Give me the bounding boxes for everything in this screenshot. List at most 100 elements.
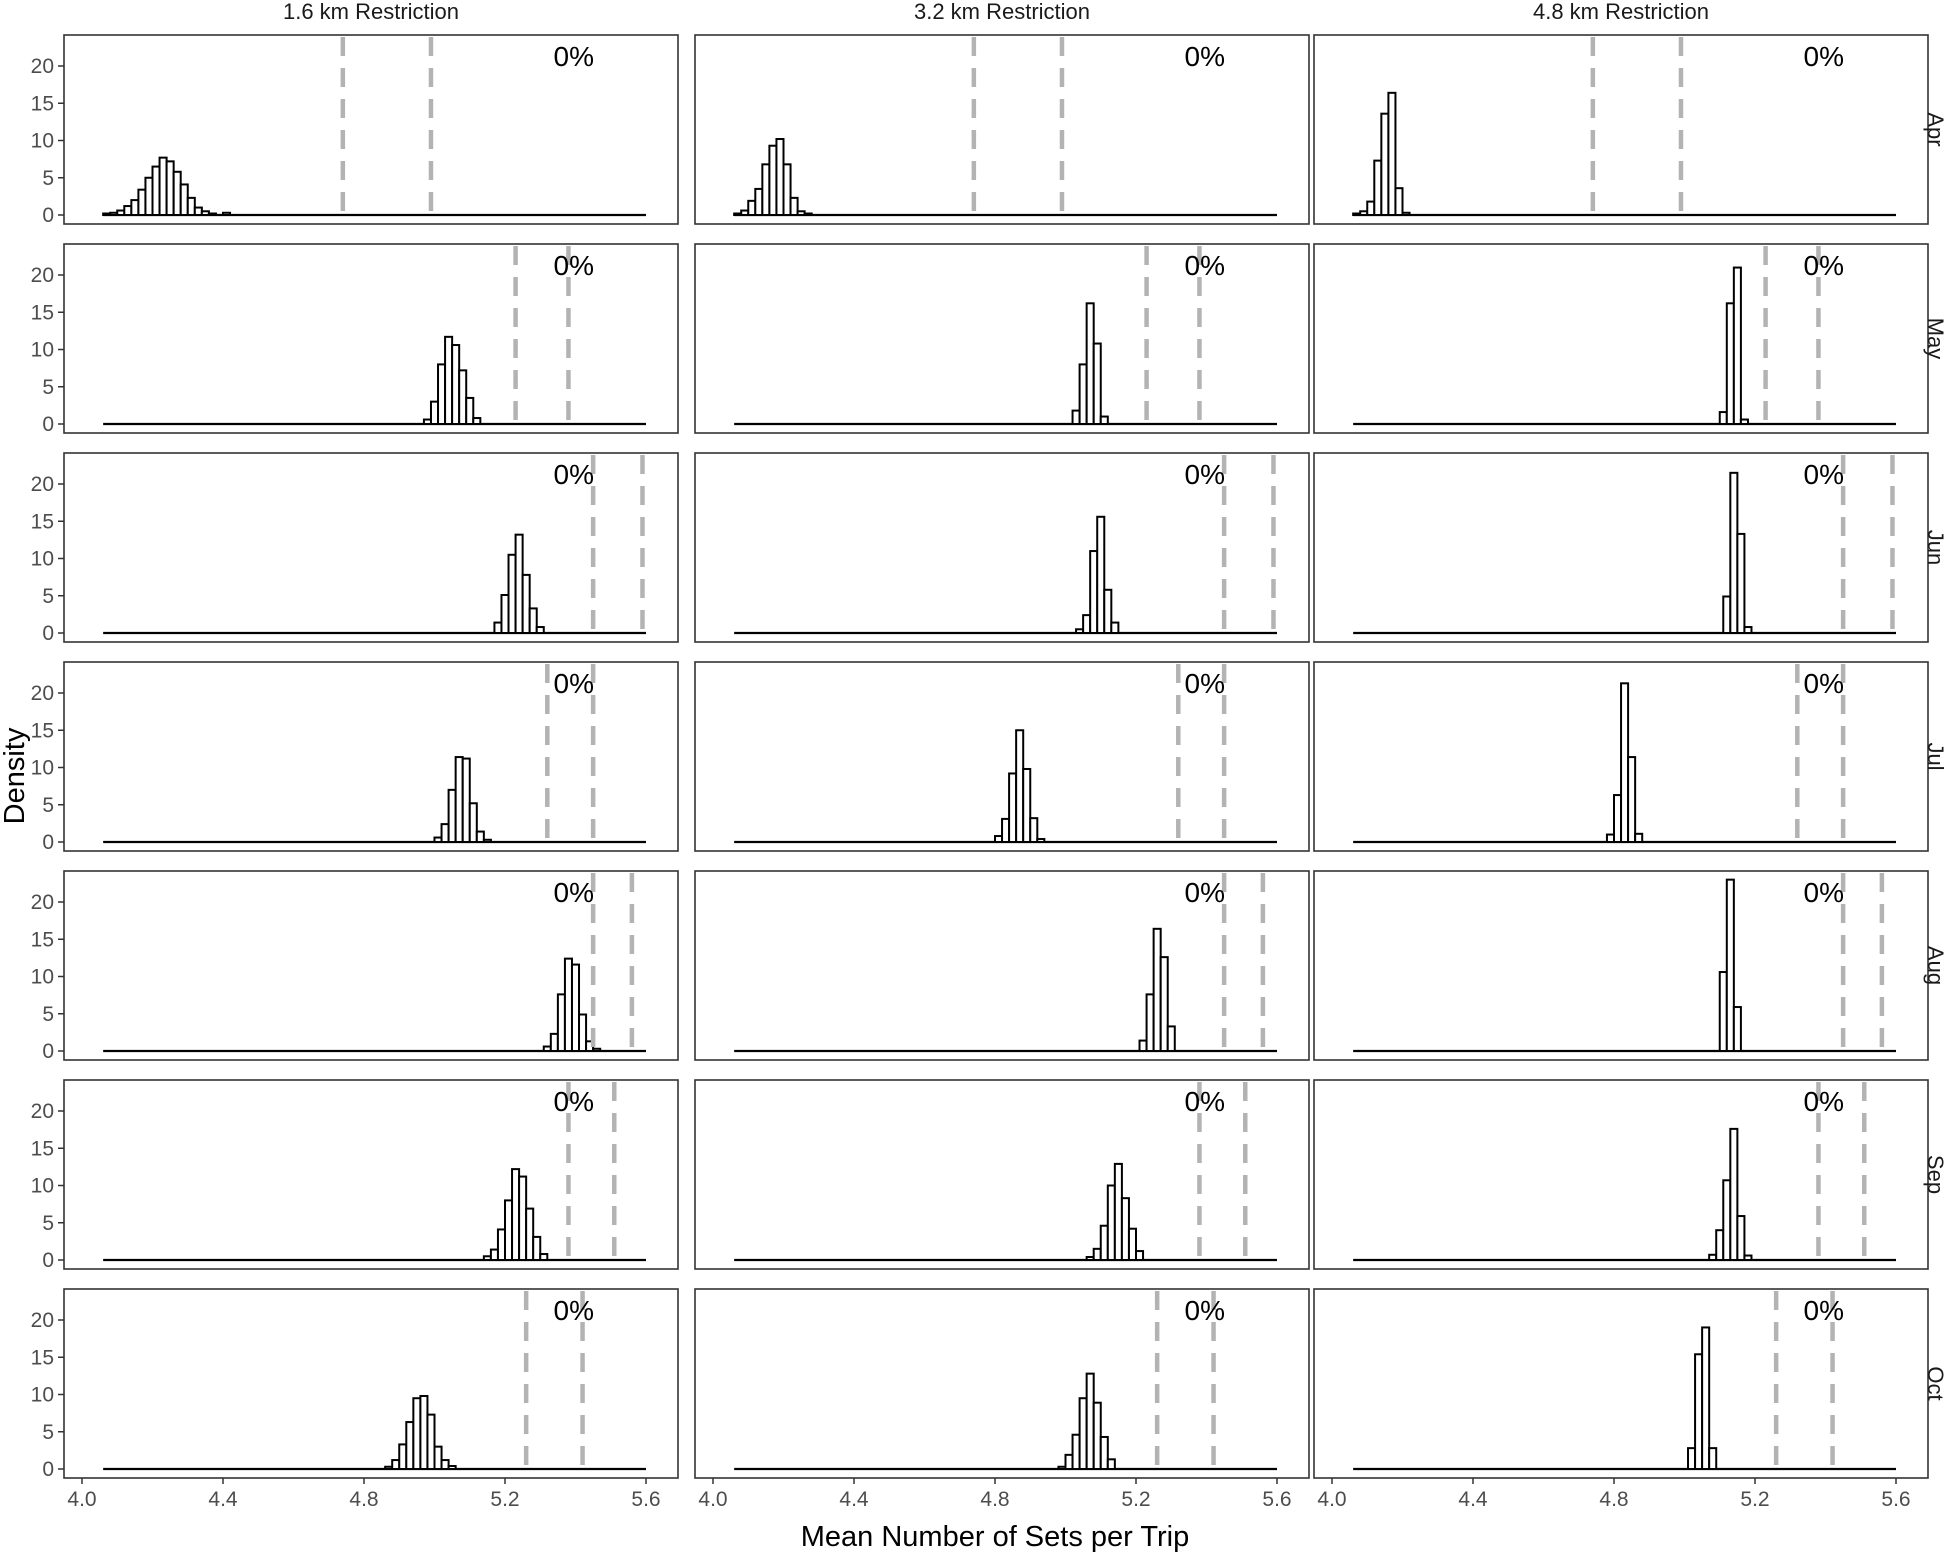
histogram-bar — [1729, 1127, 1739, 1261]
y-tick-label: 5 — [42, 167, 54, 190]
histogram-bar — [994, 835, 1004, 843]
percent-label: 0% — [1804, 250, 1844, 281]
histogram-bar — [1036, 838, 1046, 844]
histogram-bar — [422, 418, 432, 425]
percent-label: 0% — [554, 459, 594, 490]
histogram-bar — [137, 188, 147, 216]
y-tick-label: 20 — [31, 1309, 54, 1332]
histogram-bar — [1366, 200, 1376, 216]
percent-label: 0% — [554, 877, 594, 908]
histogram-bar — [539, 1253, 549, 1262]
histogram-bar — [1145, 993, 1155, 1053]
histogram-bar — [1687, 1447, 1697, 1471]
histogram-bar — [511, 1168, 521, 1261]
row-strip-label: Oct — [1923, 1366, 1948, 1400]
x-tick-label: 5.6 — [631, 1488, 660, 1511]
histogram-bar — [472, 417, 482, 426]
histogram-bar — [1613, 794, 1623, 844]
y-tick-label: 10 — [31, 548, 54, 571]
histogram-bar — [489, 1248, 499, 1261]
histogram-bar — [1708, 1447, 1718, 1471]
y-tick-label: 5 — [42, 1212, 54, 1235]
histogram-bar — [754, 187, 764, 217]
histogram-bar — [1106, 1458, 1116, 1470]
histogram-bar — [1029, 817, 1039, 843]
histogram-bar — [1743, 626, 1753, 634]
percent-label: 0% — [1185, 1295, 1225, 1326]
histogram-bar — [775, 138, 785, 216]
histogram-bar — [570, 963, 581, 1053]
row-strip-label: Apr — [1923, 112, 1948, 146]
percent-label: 0% — [554, 1086, 594, 1117]
y-tick-label: 15 — [31, 1346, 54, 1369]
histogram-bar — [1401, 211, 1411, 216]
histogram-bar — [207, 212, 217, 216]
histogram-bar — [1743, 1254, 1753, 1262]
histogram-bar — [789, 196, 799, 217]
row-strip-label: Jun — [1923, 530, 1948, 565]
histogram-bar — [1135, 1250, 1145, 1262]
x-tick-label: 4.8 — [1599, 1488, 1628, 1511]
x-tick-label: 5.6 — [1262, 1488, 1291, 1511]
histogram-bar — [1634, 832, 1644, 843]
histogram-bar — [514, 533, 524, 634]
histogram-bar — [391, 1459, 401, 1471]
percent-label: 0% — [554, 668, 594, 699]
histogram-bar — [1064, 1453, 1074, 1470]
histogram-bar — [482, 1255, 492, 1262]
x-tick-label: 5.2 — [1121, 1488, 1150, 1511]
percent-label: 0% — [1804, 1086, 1844, 1117]
histogram-bar — [429, 400, 440, 425]
histogram-bar — [1127, 1227, 1137, 1261]
histogram-bar — [1099, 1435, 1109, 1470]
histogram-bar — [440, 823, 450, 843]
x-tick-label: 4.8 — [349, 1488, 378, 1511]
histogram-bar — [1352, 212, 1362, 216]
percent-label: 0% — [1185, 459, 1225, 490]
histogram-bar — [1718, 971, 1728, 1053]
x-tick-label: 4.4 — [1458, 1488, 1488, 1511]
panel-frame — [1313, 1079, 1929, 1270]
y-tick-label: 5 — [42, 585, 54, 608]
panel-frame — [694, 870, 1310, 1061]
histogram-bar — [109, 211, 119, 216]
percent-label: 0% — [1185, 250, 1225, 281]
histogram-bar — [1085, 302, 1095, 425]
histogram-bar — [1722, 595, 1732, 634]
panel-frame — [1313, 870, 1929, 1061]
histogram-bar — [116, 209, 126, 216]
histogram-bar — [1120, 1197, 1130, 1262]
x-tick-label: 5.2 — [490, 1488, 519, 1511]
histogram-bar — [1106, 1184, 1116, 1261]
histogram-bar — [578, 1013, 588, 1052]
y-tick-label: 15 — [31, 928, 54, 951]
y-tick-label: 20 — [31, 264, 54, 287]
panel-frame — [694, 34, 1310, 225]
percent-label: 0% — [1185, 1086, 1225, 1117]
column-title: 1.6 km Restriction — [283, 0, 459, 24]
histogram-bar — [1092, 342, 1102, 426]
histogram-bar — [447, 1465, 457, 1471]
histogram-bar — [500, 594, 510, 635]
y-tick-label: 20 — [31, 55, 54, 78]
y-tick-label: 15 — [31, 510, 54, 533]
percent-label: 0% — [1185, 41, 1225, 72]
histogram-bar — [426, 1413, 436, 1470]
row-strip-label: May — [1923, 318, 1948, 360]
histogram-bar — [1057, 1465, 1067, 1471]
y-tick-label: 0 — [42, 204, 54, 227]
histogram-bar — [1099, 415, 1109, 425]
y-tick-label: 15 — [31, 719, 54, 742]
histogram-bar — [179, 183, 189, 217]
histogram-bar — [1110, 621, 1120, 635]
panel-frame — [63, 1079, 679, 1270]
histogram-bar — [1001, 817, 1011, 844]
y-tick-label: 20 — [31, 473, 54, 496]
x-tick-label: 4.8 — [980, 1488, 1009, 1511]
histogram-bar — [493, 621, 503, 635]
y-tick-label: 15 — [31, 92, 54, 115]
histogram-bar — [496, 1228, 507, 1261]
histogram-bar — [782, 163, 792, 216]
percent-label: 0% — [1804, 1295, 1844, 1326]
panel-frame — [63, 1288, 679, 1479]
